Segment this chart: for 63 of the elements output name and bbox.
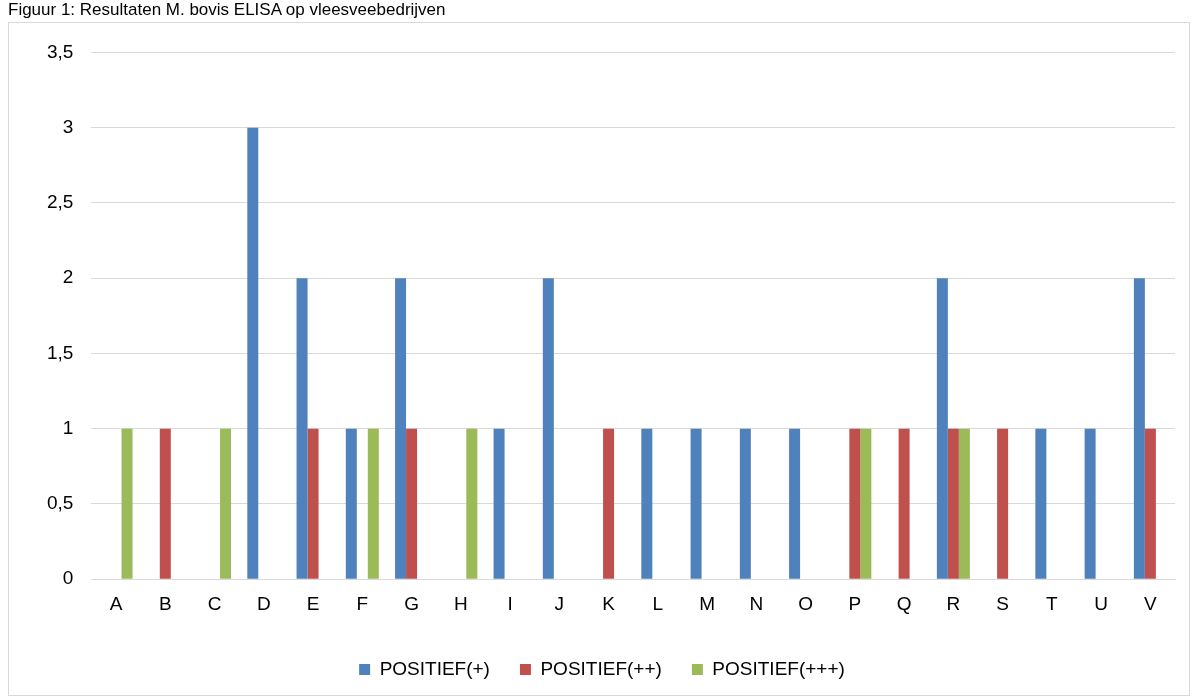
bar — [690, 428, 702, 579]
x-tick-label: A — [109, 592, 123, 614]
bar — [247, 127, 259, 579]
bar — [220, 428, 232, 579]
bar — [789, 428, 801, 579]
bar — [997, 428, 1009, 579]
x-tick-label: Q — [896, 592, 912, 614]
bar — [493, 428, 505, 579]
x-tick-label: R — [946, 592, 961, 614]
x-tick-label: G — [404, 592, 419, 614]
x-tick-label: S — [996, 592, 1009, 614]
bar — [542, 278, 554, 579]
y-tick-label: 2 — [62, 266, 74, 288]
bar — [121, 428, 133, 579]
bar — [466, 428, 478, 579]
bar — [1035, 428, 1047, 579]
legend-label: POSITIEF(+++) — [712, 657, 845, 679]
x-tick-label: V — [1144, 592, 1158, 614]
x-tick-label: B — [158, 592, 172, 614]
x-tick-label: O — [798, 592, 813, 614]
y-tick-label: 1,5 — [46, 341, 74, 363]
bar — [159, 428, 171, 579]
bar — [1133, 278, 1145, 579]
x-tick-label: F — [356, 592, 369, 614]
bar — [345, 428, 357, 579]
bar — [395, 278, 407, 579]
y-tick-label: 0,5 — [46, 492, 74, 514]
x-tick-label: T — [1046, 592, 1059, 614]
bar — [936, 278, 948, 579]
legend-label: POSITIEF(++) — [540, 657, 662, 679]
chart-title: Figuur 1: Resultaten M. bovis ELISA op vleesveebedrijven — [8, 0, 446, 20]
bar — [307, 428, 319, 579]
x-tick-label: H — [453, 592, 468, 614]
bar — [898, 428, 910, 579]
y-tick-label: 0 — [62, 567, 74, 589]
x-tick-label: M — [699, 592, 715, 614]
x-tick-label: D — [256, 592, 271, 614]
x-tick-label: K — [602, 592, 616, 614]
y-tick-label: 3 — [62, 115, 74, 137]
y-tick-label: 2,5 — [46, 191, 74, 213]
x-tick-label: E — [306, 592, 320, 614]
x-tick-label: L — [652, 592, 664, 614]
y-tick-label: 1 — [62, 416, 74, 438]
y-tick-label: 3,5 — [46, 40, 74, 62]
bar — [296, 278, 308, 579]
x-tick-label: I — [507, 592, 513, 614]
bar — [603, 428, 615, 579]
legend-label: POSITIEF(+) — [379, 657, 490, 679]
x-tick-label: P — [848, 592, 862, 614]
bar — [739, 428, 751, 579]
bar — [1084, 428, 1096, 579]
x-tick-label: C — [207, 592, 222, 614]
bar — [958, 428, 970, 579]
bar — [641, 428, 653, 579]
bar — [947, 428, 959, 579]
x-tick-label: N — [749, 592, 764, 614]
x-tick-label: J — [554, 592, 565, 614]
bar — [860, 428, 872, 579]
bar — [406, 428, 418, 579]
x-tick-label: U — [1094, 592, 1108, 614]
bar — [367, 428, 379, 579]
bar — [1144, 428, 1156, 579]
bar — [849, 428, 861, 579]
